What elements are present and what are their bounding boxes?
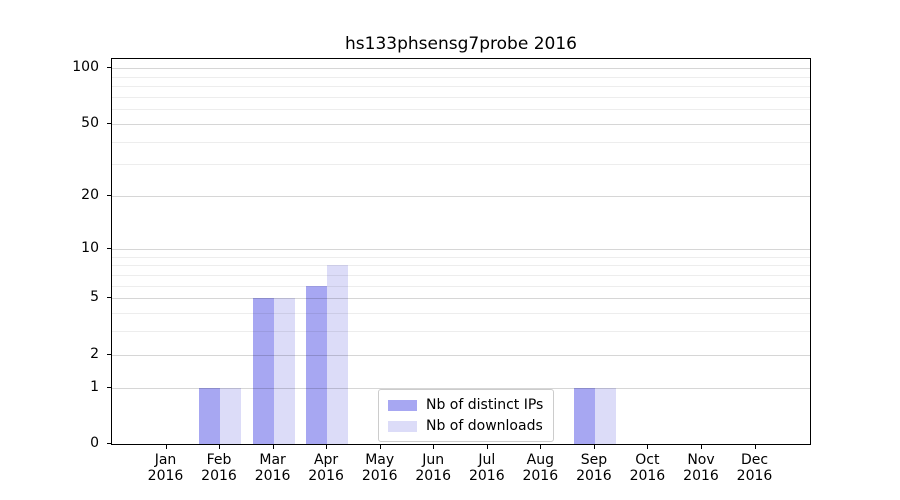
x-tick-mark: [540, 445, 542, 449]
x-tick-mark: [379, 445, 381, 449]
x-tick-label: Nov 2016: [683, 452, 719, 484]
minor-gridline: [112, 285, 810, 287]
major-gridline: [112, 123, 810, 125]
x-tick-label: Feb 2016: [201, 452, 237, 484]
bars-layer: [112, 59, 810, 444]
bar-downloads: [594, 387, 616, 444]
x-tick-label: Jul 2016: [468, 452, 505, 484]
bar-distinct-ips: [306, 285, 328, 444]
bar-downloads: [273, 298, 295, 444]
minor-gridline: [112, 96, 810, 98]
minor-gridline: [112, 141, 810, 143]
grid-layer: [112, 59, 810, 444]
x-tick-mark: [272, 445, 274, 449]
y-tick-mark: [107, 122, 111, 124]
bar-distinct-ips: [252, 298, 274, 444]
major-gridline: [112, 298, 810, 300]
major-gridline: [112, 354, 810, 356]
minor-gridline: [112, 109, 810, 111]
y-tick-label: 2: [90, 345, 99, 362]
x-tick-label: Aug 2016: [522, 452, 559, 484]
bar-downloads: [327, 265, 349, 444]
x-tick-mark: [754, 445, 756, 449]
legend-label-distinct-ips: Nb of distinct IPs: [426, 397, 544, 413]
y-tick-mark: [107, 195, 111, 197]
x-tick-mark: [701, 445, 702, 449]
y-tick-mark: [107, 297, 111, 299]
x-tick-mark: [326, 445, 328, 449]
y-tick-label: 50: [81, 114, 99, 131]
legend-item-distinct-ips: Nb of distinct IPs: [388, 397, 543, 413]
x-tick-label: Jun 2016: [415, 452, 451, 484]
y-tick-mark: [107, 443, 111, 444]
minor-gridline: [112, 76, 810, 78]
plot-area: Nb of distinct IPs Nb of downloads: [111, 58, 811, 445]
legend-label-downloads: Nb of downloads: [426, 418, 543, 434]
minor-gridline: [112, 312, 810, 314]
x-tick-label: Mar 2016: [254, 452, 291, 484]
x-tick-mark: [433, 445, 435, 449]
minor-gridline: [112, 265, 810, 267]
y-tick-mark: [107, 386, 111, 388]
major-gridline: [112, 196, 810, 198]
major-gridline: [112, 68, 810, 70]
bar-distinct-ips: [573, 387, 595, 444]
bar-downloads: [220, 387, 241, 444]
y-tick-mark: [107, 353, 111, 355]
minor-gridline: [112, 164, 810, 166]
major-gridline: [112, 248, 810, 250]
legend-swatch-downloads: [388, 420, 417, 432]
y-axis: 0 1 2 5 10 20 50 100: [0, 58, 111, 451]
x-tick-mark: [647, 445, 649, 449]
minor-gridline: [112, 256, 810, 258]
bar-distinct-ips: [199, 387, 220, 444]
y-tick-label: 100: [72, 59, 99, 76]
y-tick-label: 5: [90, 289, 99, 306]
y-tick-mark: [107, 67, 111, 69]
x-tick-label: Oct 2016: [629, 452, 666, 484]
y-tick-label: 10: [81, 239, 99, 256]
major-gridline: [112, 387, 810, 389]
legend-swatch-distinct-ips: [388, 399, 417, 411]
y-tick-label: 1: [90, 378, 99, 395]
x-axis: Jan 2016 Feb 2016 Mar 2016 Apr 2016 May 2016 Jun 20…: [111, 445, 811, 495]
x-tick-label: Sep 2016: [576, 452, 612, 484]
x-tick-label: Jan 2016: [147, 452, 184, 484]
x-tick-mark: [486, 445, 488, 449]
y-tick-label: 0: [90, 435, 99, 451]
minor-gridline: [112, 331, 810, 333]
x-tick-mark: [165, 445, 167, 449]
y-tick-label: 20: [81, 187, 99, 204]
x-tick-label: Apr 2016: [308, 452, 344, 484]
x-tick-mark: [219, 445, 220, 449]
x-tick-label: May 2016: [361, 452, 398, 484]
legend: Nb of distinct IPs Nb of downloads: [378, 389, 555, 442]
legend-item-downloads: Nb of downloads: [388, 418, 543, 434]
minor-gridline: [112, 86, 810, 88]
x-tick-mark: [593, 445, 595, 449]
y-tick-mark: [107, 247, 111, 249]
chart-title: hs133phsensg7probe 2016: [345, 34, 577, 54]
x-tick-label: Dec 2016: [736, 452, 773, 484]
minor-gridline: [112, 274, 810, 276]
